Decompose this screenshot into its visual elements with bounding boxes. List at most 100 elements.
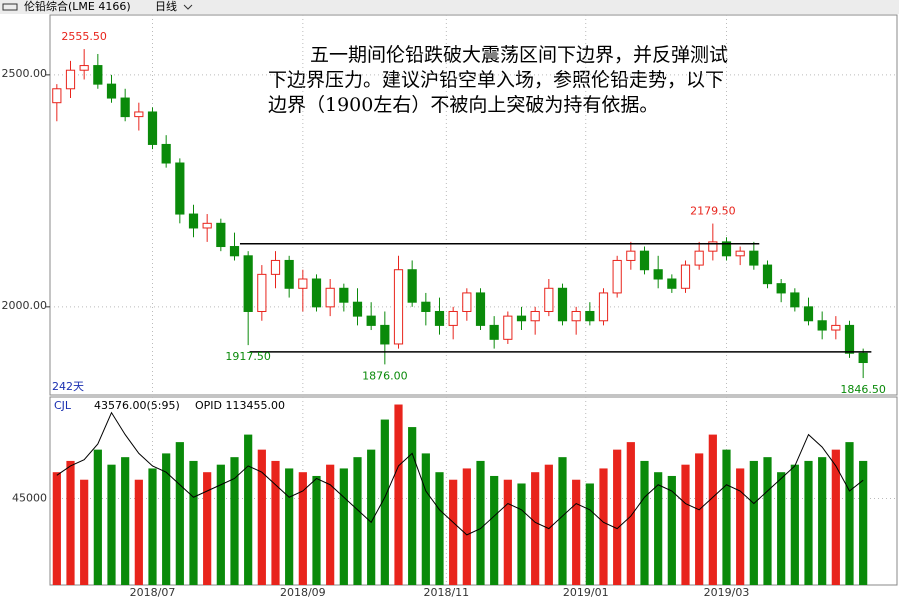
volume-bar: [859, 460, 868, 585]
volume-bar: [517, 483, 526, 585]
candle-body: [421, 301, 431, 312]
candle-body: [776, 283, 786, 294]
x-tick-label: 2018/11: [423, 586, 469, 599]
header-icon: [2, 3, 18, 11]
candle-body: [557, 287, 568, 322]
volume-bar: [462, 468, 471, 585]
volume-bar: [80, 479, 89, 585]
volume-bar: [257, 449, 266, 585]
candle-body: [639, 250, 650, 271]
volume-bar: [490, 475, 499, 585]
candle-body: [680, 264, 691, 289]
candle-body: [393, 269, 404, 345]
volume-bar: [66, 460, 75, 585]
volume-bar: [599, 468, 608, 585]
volume-bar: [818, 457, 827, 585]
x-tick-label: 2019/01: [563, 586, 609, 599]
volume-bar: [353, 457, 362, 585]
candle-body: [352, 301, 363, 317]
volume-bar: [408, 427, 417, 585]
volume-bar: [585, 483, 594, 585]
volume-bar: [831, 449, 840, 585]
candle-body: [844, 324, 855, 354]
volume-bar: [531, 472, 540, 585]
candle-body: [65, 69, 76, 90]
period-arrow[interactable]: [183, 4, 193, 10]
volume-bar: [845, 442, 854, 585]
volume-bar: [572, 479, 581, 585]
candle-body: [544, 287, 554, 312]
volume-bar: [654, 472, 663, 585]
candle-body: [52, 88, 62, 104]
volume-bar: [134, 479, 143, 585]
candle-body: [147, 111, 158, 145]
x-tick-label: 2019/03: [704, 586, 750, 599]
volume-bar: [189, 460, 198, 585]
candle-body: [434, 310, 445, 326]
volume-bar: [162, 453, 171, 585]
volume-bar: [203, 472, 212, 585]
candle-body: [735, 250, 745, 257]
volume-bar: [722, 449, 731, 585]
volume-bar: [244, 434, 253, 585]
candle-body: [243, 255, 253, 312]
volume-bar: [613, 449, 622, 585]
volume-bar: [790, 464, 799, 585]
volume-bar: [476, 460, 485, 585]
volume-bar: [558, 457, 567, 585]
candle-body: [462, 292, 472, 312]
volume-bar: [298, 472, 307, 585]
candle-body: [339, 287, 349, 303]
candle-body: [475, 292, 486, 326]
volume-bar: [421, 453, 430, 585]
x-tick-label: 2018/09: [280, 586, 326, 599]
volume-bar: [804, 460, 813, 585]
candle-body: [803, 306, 814, 322]
volume-panel: [49, 396, 898, 586]
header-bar: [0, 0, 899, 14]
volume-bar: [52, 472, 61, 585]
price-label: 1846.50: [840, 383, 886, 396]
candle-body: [161, 143, 171, 164]
candle-body: [721, 241, 732, 257]
candle-body: [817, 320, 827, 331]
volume-bar: [681, 464, 690, 585]
volume-bar: [708, 434, 717, 585]
volume-bar: [667, 475, 676, 585]
period-select[interactable]: 日线: [155, 0, 177, 13]
volume-bar: [503, 479, 512, 585]
note-line: 下边界压力。建议沪铅空单入场，参照伦铅走势，以下: [268, 69, 724, 91]
candle-body: [284, 259, 294, 289]
price-label: 2555.50: [61, 30, 107, 43]
candle-body: [530, 310, 540, 322]
candle-body: [585, 310, 595, 322]
candle-body: [311, 278, 322, 308]
volume-bar: [216, 464, 225, 585]
volume-bar: [285, 468, 294, 585]
days-label: 242天: [52, 380, 84, 393]
open-interest-line: [56, 411, 864, 536]
candle-body: [749, 250, 759, 266]
candle-body: [831, 324, 841, 331]
candle-body: [366, 315, 376, 326]
candle-body: [694, 250, 704, 266]
volume-bar: [148, 468, 157, 585]
y-tick-label: 45000: [12, 492, 47, 505]
candle-body: [257, 273, 267, 312]
volume-label[interactable]: CJL: [54, 399, 72, 412]
volume-bar: [763, 457, 772, 585]
candle-body: [106, 83, 117, 99]
price-panel: [49, 14, 898, 396]
volume-bar: [121, 457, 130, 585]
header-title: 伦铅综合(LME 4166): [24, 0, 131, 13]
volume-bar: [175, 442, 184, 585]
volume-bar: [380, 419, 389, 585]
volume-bar: [312, 475, 321, 585]
candle-body: [216, 222, 226, 248]
volume-bar: [367, 449, 376, 585]
candle-body: [667, 278, 677, 289]
candle-body: [858, 352, 868, 364]
candle-body: [598, 292, 609, 322]
note-line: 边界（1900左右）不被向上突破为持有依据。: [268, 94, 658, 116]
candle-body: [93, 65, 103, 85]
